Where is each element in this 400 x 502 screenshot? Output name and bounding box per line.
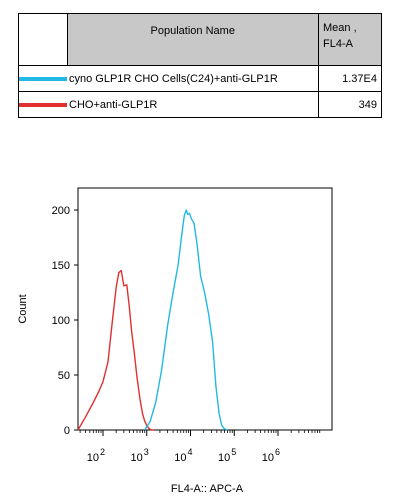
x-axis-label: FL4-A:: APC-A (171, 483, 244, 495)
legend-header-mean-line2: FL4-A (323, 38, 353, 50)
histogram-series-1 (144, 209, 228, 431)
population-legend-table: Population Name Mean , FL4-A cyno GLP1R … (18, 13, 382, 118)
legend-swatch-cho (19, 102, 67, 107)
y-tick-label-200: 200 (52, 205, 70, 217)
legend-swatch-cyno (19, 76, 67, 81)
x-tick-exponent-3: 5 (231, 447, 236, 457)
x-tick-exponent-1: 3 (144, 447, 149, 457)
y-tick-label-0: 0 (64, 425, 70, 437)
x-tick-label-4: 10 (262, 452, 274, 464)
y-tick-label-100: 100 (52, 315, 70, 327)
plot-frame (77, 187, 333, 431)
legend-mean-cho: 349 (318, 91, 382, 118)
x-tick-exponent-2: 4 (188, 447, 193, 457)
legend-name-cyno: cyno GLP1R CHO Cells(C24)+anti-GLP1R (67, 65, 319, 92)
histogram-series-0 (77, 269, 155, 431)
x-tick-exponent-4: 6 (275, 447, 280, 457)
x-tick-exponent-0: 2 (100, 447, 105, 457)
x-tick-label-3: 10 (218, 452, 230, 464)
x-tick-label-1: 10 (131, 452, 143, 464)
legend-row-cho: CHO+anti-GLP1R 349 (18, 91, 382, 118)
legend-name-cho: CHO+anti-GLP1R (67, 91, 319, 118)
legend-header-row: Population Name Mean , FL4-A (18, 13, 382, 66)
legend-header-mean-line1: Mean , (323, 22, 357, 34)
x-tick-label-0: 10 (87, 452, 99, 464)
legend-header-population-name: Population Name (66, 13, 319, 66)
legend-row-cyno: cyno GLP1R CHO Cells(C24)+anti-GLP1R 1.3… (18, 65, 382, 92)
y-tick-label-50: 50 (58, 370, 70, 382)
y-axis-label: Count (17, 294, 29, 323)
legend-swatch-cell-cho (18, 91, 67, 118)
legend-mean-cyno: 1.37E4 (318, 65, 382, 92)
y-tick-label-150: 150 (52, 260, 70, 272)
x-tick-label-2: 10 (174, 452, 186, 464)
legend-header-mean: Mean , FL4-A (318, 13, 382, 66)
legend-header-blank-cell (18, 13, 68, 66)
